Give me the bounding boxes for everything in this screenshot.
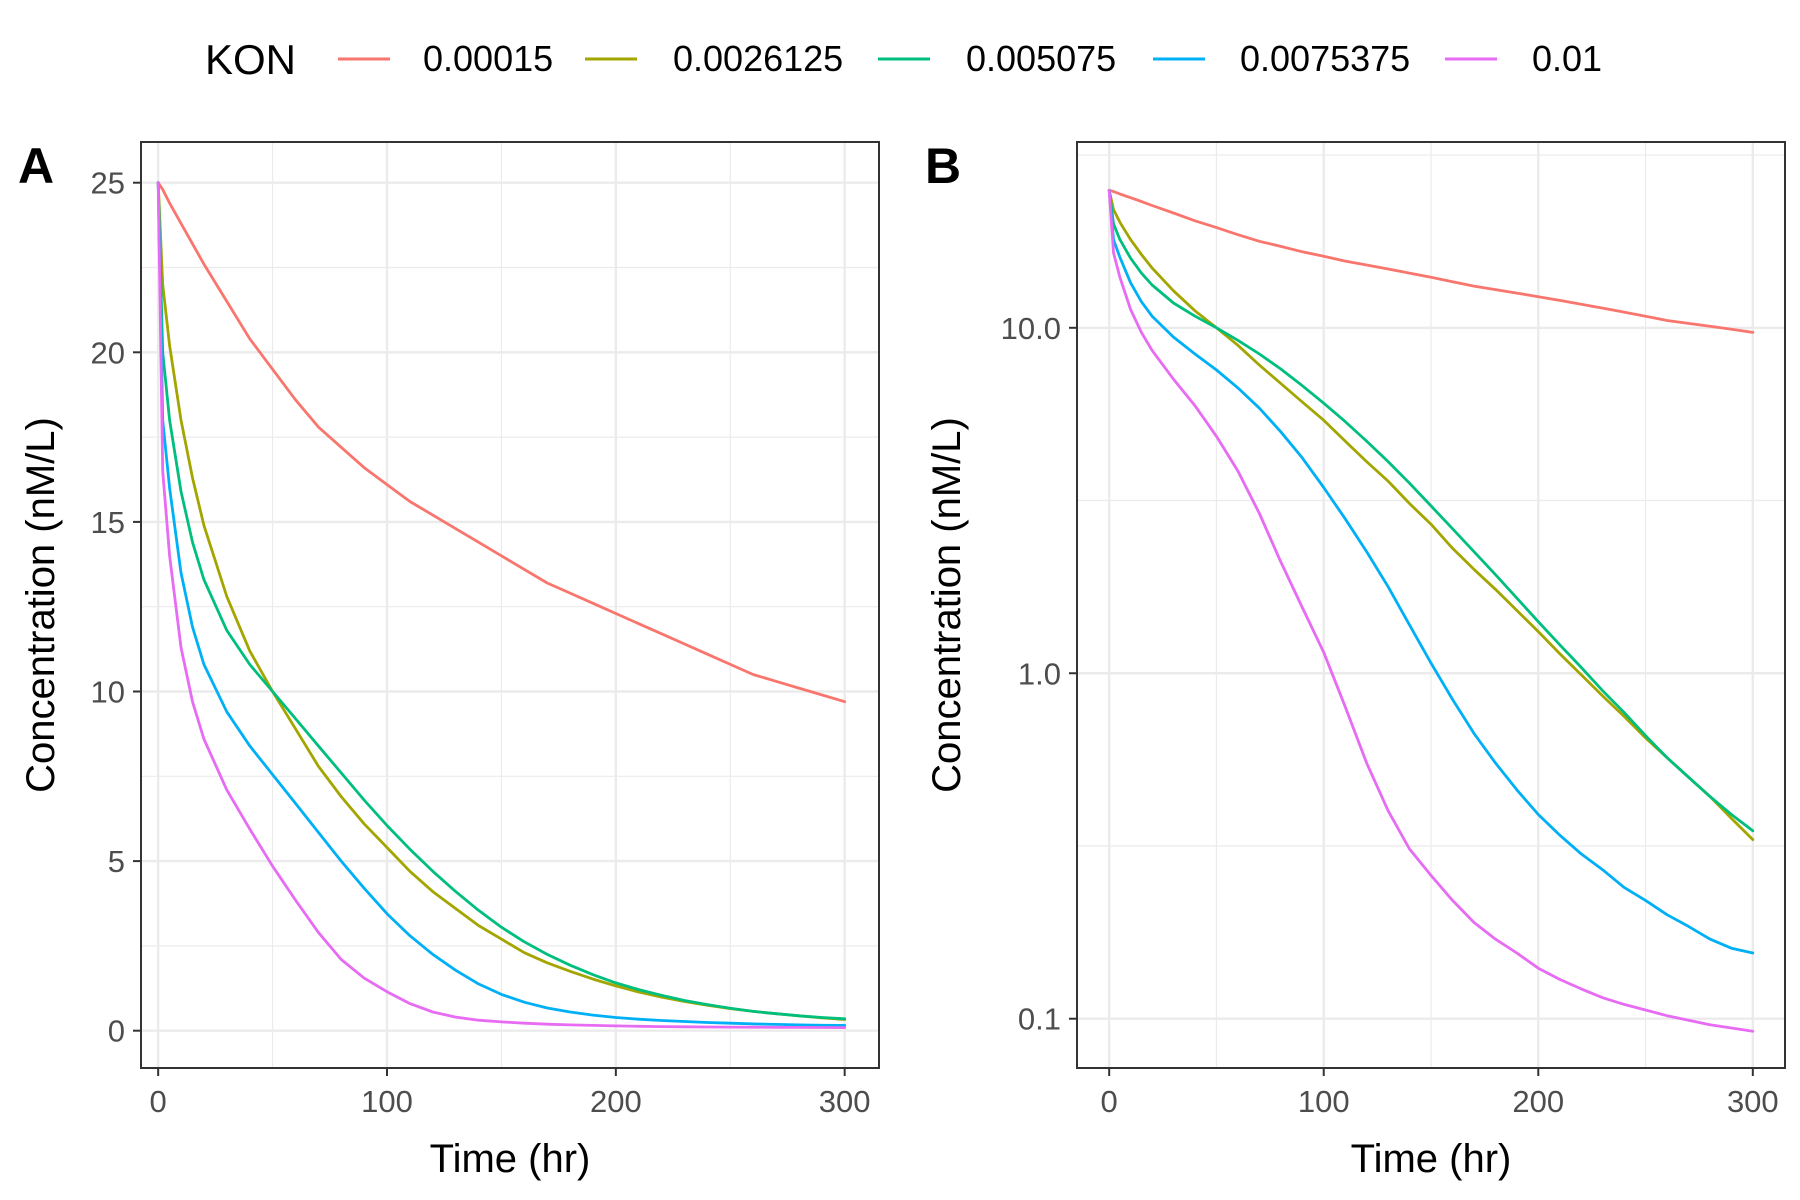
legend-item-0.00015: 0.00015: [338, 38, 553, 79]
panel-a-y-tick-label: 20: [91, 335, 125, 370]
legend-item-0.0075375: 0.0075375: [1153, 38, 1410, 79]
panel-a-x-tick-label: 100: [361, 1084, 413, 1119]
legend-label-0.0026125: 0.0026125: [673, 38, 843, 79]
panel-a-grid: [141, 142, 879, 1068]
panel-a-y-tick-label: 5: [108, 844, 125, 879]
panel-a-x-tick-label: 200: [590, 1084, 642, 1119]
panel-b-x-axis-title: Time (hr): [1351, 1137, 1512, 1181]
panel-a-series-line-0.0075375: [156, 181, 847, 1027]
panel-b-series-line-0.00015: [1107, 188, 1755, 334]
panel-a-x-tick-label: 0: [150, 1084, 167, 1119]
legend-item-0.005075: 0.005075: [878, 38, 1116, 79]
panel-b-x-tick-label: 300: [1727, 1084, 1779, 1119]
legend-item-0.0026125: 0.0026125: [585, 38, 843, 79]
panel-b-ticks: 0 100 200 300 0.1 1.0 10.0: [1001, 311, 1779, 1119]
panel-b-x-tick-label: 0: [1101, 1084, 1118, 1119]
legend: KON 0.00015 0.0026125 0.005075 0.0075375…: [205, 36, 1602, 83]
panel-a-series-line-0.00015: [156, 181, 847, 704]
panel-a-y-tick-label: 0: [108, 1014, 125, 1049]
panel-a-tag: A: [18, 138, 54, 194]
legend-item-0.01: 0.01: [1445, 38, 1602, 79]
panel-b-tag: B: [925, 138, 961, 194]
panel-b-series-line-0.005075: [1107, 188, 1755, 833]
panel-a-y-tick-label: 15: [91, 505, 125, 540]
panel-b-series-line-0.0075375: [1107, 188, 1755, 955]
panel-b-border: [1076, 141, 1786, 1069]
legend-label-0.01: 0.01: [1532, 38, 1602, 79]
panel-a-y-axis-title: Concentration (nM/L): [19, 417, 63, 793]
panel-a-series-line-0.01: [156, 181, 847, 1029]
panel-b-series-line-0.01: [1107, 188, 1755, 1033]
panel-b-grid: [1077, 142, 1785, 1068]
panel-a-x-tick-label: 300: [819, 1084, 871, 1119]
legend-label-0.0075375: 0.0075375: [1240, 38, 1410, 79]
panel-b-y-tick-label: 10.0: [1001, 311, 1061, 346]
panel-a-series: [156, 181, 847, 1029]
panel-a-y-tick-label: 10: [91, 674, 125, 709]
panel-b-y-tick-label: 0.1: [1018, 1002, 1061, 1037]
panel-b: B 0 100 200 300 0.1 1.0 10.0 Time (hr) Concent…: [925, 138, 1786, 1181]
panel-a-border: [140, 141, 880, 1069]
panel-b-series: [1107, 188, 1755, 1033]
legend-label-0.00015: 0.00015: [423, 38, 553, 79]
panel-b-y-axis-title: Concentration (nM/L): [925, 417, 969, 793]
legend-title: KON: [205, 36, 296, 83]
panel-b-x-tick-label: 100: [1298, 1084, 1350, 1119]
panel-b-y-tick-label: 1.0: [1018, 656, 1061, 691]
legend-label-0.005075: 0.005075: [966, 38, 1116, 79]
panel-a: A 0 100 200 300 0 5 10 15 20 25 Time (hr) Concent…: [18, 138, 880, 1181]
panel-a-x-axis-title: Time (hr): [430, 1137, 591, 1181]
panel-a-series-line-0.005075: [156, 181, 847, 1021]
panel-b-series-line-0.0026125: [1107, 188, 1755, 841]
panel-a-y-tick-label: 25: [91, 166, 125, 201]
panel-a-ticks: 0 100 200 300 0 5 10 15 20 25: [91, 166, 871, 1119]
panel-b-x-tick-label: 200: [1512, 1084, 1564, 1119]
